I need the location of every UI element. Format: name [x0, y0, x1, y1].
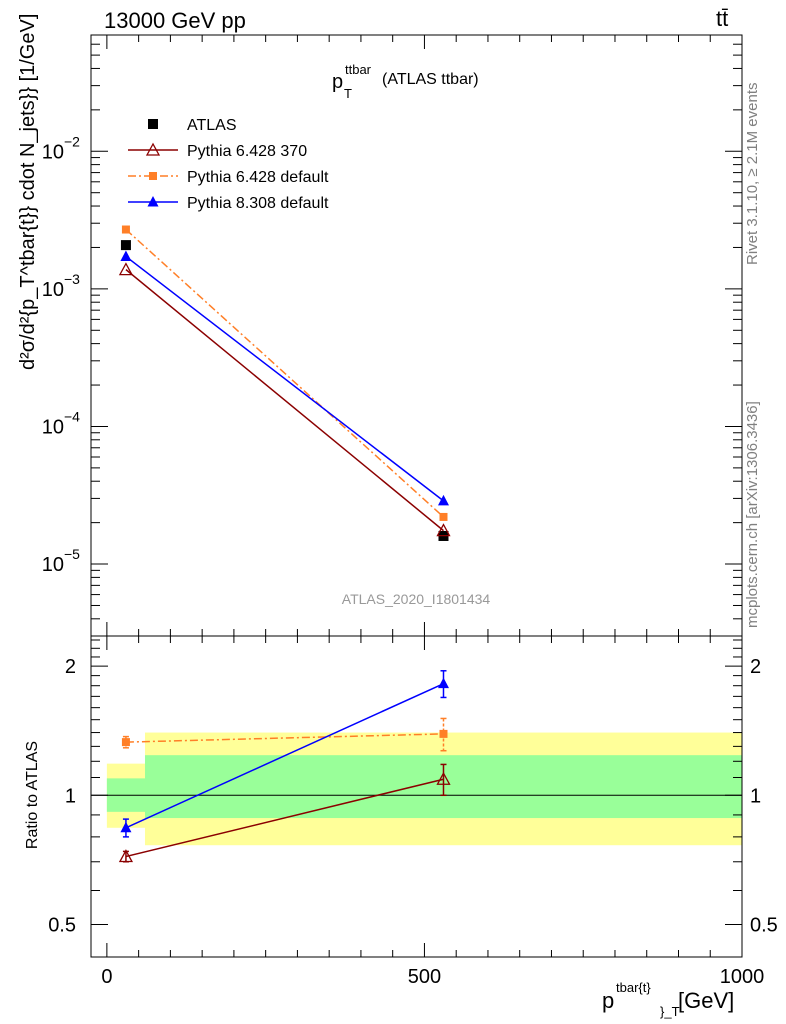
main-y-axis-label: d²σ/d²{p_T^tbar{t}} cdot N_jets}} [1/GeV… — [17, 14, 39, 370]
x-axis-label-sup: tbar{t} — [616, 980, 651, 995]
legend-marker-0 — [148, 119, 158, 129]
legend-marker-1 — [145, 142, 161, 156]
y-tick-label-main-0: 10 — [42, 141, 64, 163]
y-tick-label-main-1: 10 — [42, 279, 64, 301]
y-tick-label-main-2: 10 — [42, 416, 64, 438]
x-axis-label-sub: }_T — [660, 1004, 680, 1019]
legend-marker-2 — [149, 172, 157, 180]
legend-label-2: Pythia 6.428 default — [187, 169, 329, 186]
y-tick-label-main-3: 10 — [42, 554, 64, 576]
main-point-3-0 — [120, 250, 132, 261]
legend-label-0: ATLAS — [187, 117, 237, 134]
plot-title-sub: T — [344, 86, 352, 101]
analysis-watermark: ATLAS_2020_I1801434 — [342, 591, 491, 607]
main-series-line-2 — [125, 228, 444, 518]
main-point-2-0 — [121, 225, 130, 234]
y-tick-exp-main-1: −3 — [64, 271, 80, 287]
y-tick-label-ratio-right-0.5: 0.5 — [750, 914, 778, 936]
ratio-point-0-0 — [118, 849, 134, 863]
main-point-1-1 — [436, 523, 451, 537]
data-series — [118, 225, 451, 863]
main-point-3-1 — [437, 494, 449, 506]
process-label: tt̄ — [716, 6, 729, 31]
x-tick-label-500: 500 — [408, 966, 441, 988]
main-point-1-0 — [118, 262, 134, 276]
collision-energy-label: 13000 GeV pp — [104, 8, 246, 33]
main-series-line-1 — [125, 269, 444, 532]
y-tick-label-ratio-0.5: 0.5 — [48, 914, 76, 936]
legend-label-1: Pythia 6.428 370 — [187, 143, 307, 160]
ratio-series-line-1 — [125, 733, 444, 743]
main-point-0-0 — [120, 240, 131, 251]
x-tick-label-1000: 1000 — [720, 966, 765, 988]
y-tick-exp-main-3: −5 — [64, 546, 80, 562]
ratio-y-axis-label: Ratio to ATLAS — [24, 741, 41, 849]
ratio-series-line-0 — [125, 778, 444, 858]
y-tick-label-ratio-right-2: 2 — [750, 656, 761, 678]
legend: ATLAS Pythia 6.428 370 Pythia 6.428 defaul… — [128, 117, 329, 212]
x-axis-label-main: p — [602, 988, 614, 1013]
ratio-plot-frame — [90, 635, 743, 958]
y-tick-exp-main-2: −4 — [64, 408, 80, 424]
ratio-uncertainty-bands — [106, 732, 743, 846]
main-point-2-1 — [439, 512, 448, 521]
axis-ticks — [91, 34, 743, 957]
main-series-line-3 — [125, 255, 444, 502]
legend-label-3: Pythia 8.308 default — [187, 195, 329, 212]
y-tick-label-ratio-2: 2 — [65, 656, 76, 678]
plot-title-main: p — [332, 71, 343, 93]
y-tick-label-ratio-1: 1 — [65, 785, 76, 807]
plot-title-sup: ttbar — [345, 62, 372, 77]
x-axis-label-unit: [GeV] — [678, 988, 734, 1013]
ratio-series-line-2 — [125, 682, 444, 829]
plot-title-suffix: (ATLAS ttbar) — [382, 71, 479, 88]
legend-marker-3 — [147, 196, 159, 207]
ratio-point-1-0 — [121, 738, 130, 747]
plot-frames — [90, 34, 743, 958]
ratio-point-1-1 — [439, 729, 448, 738]
y-tick-label-ratio-right-1: 1 — [750, 785, 761, 807]
ratio-point-2-0 — [120, 821, 132, 833]
y-tick-exp-main-0: −2 — [64, 133, 80, 149]
x-tick-label-0: 0 — [101, 966, 112, 988]
ratio-point-2-1 — [437, 677, 449, 689]
ratio-point-0-1 — [436, 771, 451, 785]
